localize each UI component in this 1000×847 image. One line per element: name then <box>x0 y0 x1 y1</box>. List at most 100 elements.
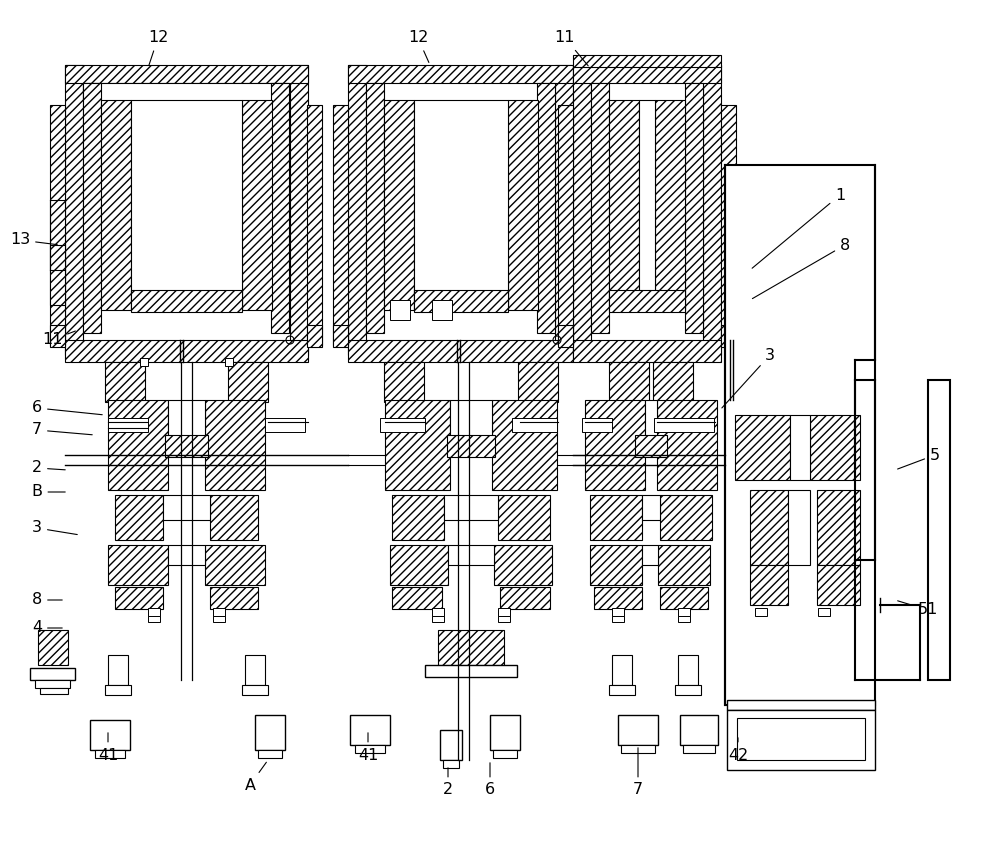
Bar <box>140 358 148 366</box>
Bar <box>555 65 573 355</box>
Text: 5: 5 <box>898 447 940 469</box>
Text: 6: 6 <box>32 401 102 416</box>
Bar <box>40 688 68 694</box>
Bar <box>585 400 645 490</box>
Bar <box>131 290 242 312</box>
Bar <box>108 400 168 490</box>
Bar <box>65 65 308 83</box>
Bar <box>683 745 715 753</box>
Text: B: B <box>32 484 65 500</box>
Bar <box>727 700 875 710</box>
Bar <box>425 665 517 677</box>
Bar <box>65 340 308 362</box>
Bar <box>639 100 655 310</box>
Text: 1: 1 <box>752 187 845 268</box>
Bar <box>727 710 875 770</box>
Bar <box>90 720 130 750</box>
Bar <box>271 83 289 333</box>
Bar <box>512 418 557 432</box>
Bar <box>440 730 462 760</box>
Bar <box>213 608 225 616</box>
Bar <box>494 545 552 585</box>
Bar <box>350 715 390 745</box>
Bar <box>50 105 65 345</box>
Bar <box>432 300 452 320</box>
Bar <box>148 616 160 622</box>
Text: 8: 8 <box>32 593 62 607</box>
Bar <box>384 362 424 402</box>
Bar <box>255 715 285 750</box>
Bar <box>618 715 658 745</box>
Bar <box>213 616 225 622</box>
Bar <box>450 400 492 455</box>
Bar <box>95 750 125 758</box>
Bar <box>115 587 163 609</box>
Bar <box>735 415 790 480</box>
Bar <box>680 715 718 745</box>
Bar <box>612 655 632 685</box>
Text: 41: 41 <box>98 733 118 762</box>
Text: 3: 3 <box>722 347 775 408</box>
Bar <box>348 65 366 355</box>
Bar <box>755 608 767 616</box>
Bar <box>721 105 736 345</box>
Bar <box>558 325 573 347</box>
Bar <box>355 745 385 753</box>
Bar <box>115 495 163 540</box>
Text: A: A <box>244 762 266 793</box>
Text: 2: 2 <box>32 461 65 475</box>
Bar <box>498 608 510 616</box>
Bar <box>537 83 555 333</box>
Text: 11: 11 <box>555 30 588 66</box>
Text: 41: 41 <box>358 733 378 762</box>
Bar <box>653 362 693 402</box>
Bar <box>83 83 288 101</box>
Bar <box>392 587 442 609</box>
Bar <box>612 608 624 616</box>
Bar <box>35 680 70 688</box>
Text: 8: 8 <box>752 237 850 299</box>
Bar <box>750 490 788 565</box>
Bar <box>703 65 721 355</box>
Bar <box>490 715 520 750</box>
Bar <box>414 290 508 312</box>
Bar <box>205 545 265 585</box>
Bar <box>50 325 65 347</box>
Bar <box>678 616 690 622</box>
Bar <box>148 608 160 616</box>
Bar <box>448 545 494 565</box>
Bar <box>573 105 588 345</box>
Bar <box>228 362 268 402</box>
Text: 13: 13 <box>10 232 57 247</box>
Bar <box>333 105 348 345</box>
Bar <box>438 630 504 665</box>
Bar <box>790 415 810 480</box>
Text: 7: 7 <box>32 423 92 438</box>
Bar <box>817 490 860 565</box>
Bar <box>210 587 258 609</box>
Bar <box>518 362 558 402</box>
Text: 51: 51 <box>898 601 938 617</box>
Bar <box>655 100 685 310</box>
Bar <box>307 325 322 347</box>
Bar <box>591 83 609 333</box>
Bar <box>678 608 690 616</box>
Bar <box>493 750 517 758</box>
Bar <box>573 340 721 362</box>
Text: 7: 7 <box>633 748 643 798</box>
Bar <box>594 587 642 609</box>
Bar <box>165 435 208 457</box>
Bar <box>685 83 703 333</box>
Bar <box>657 400 717 490</box>
Bar <box>645 400 657 455</box>
Bar <box>414 100 508 310</box>
Bar <box>609 100 639 310</box>
Bar <box>788 490 810 565</box>
Bar <box>245 655 265 685</box>
Bar <box>500 587 550 609</box>
Bar <box>725 165 875 705</box>
Bar <box>392 495 444 540</box>
Bar <box>609 290 685 312</box>
Bar <box>582 418 612 432</box>
Bar <box>290 65 308 355</box>
